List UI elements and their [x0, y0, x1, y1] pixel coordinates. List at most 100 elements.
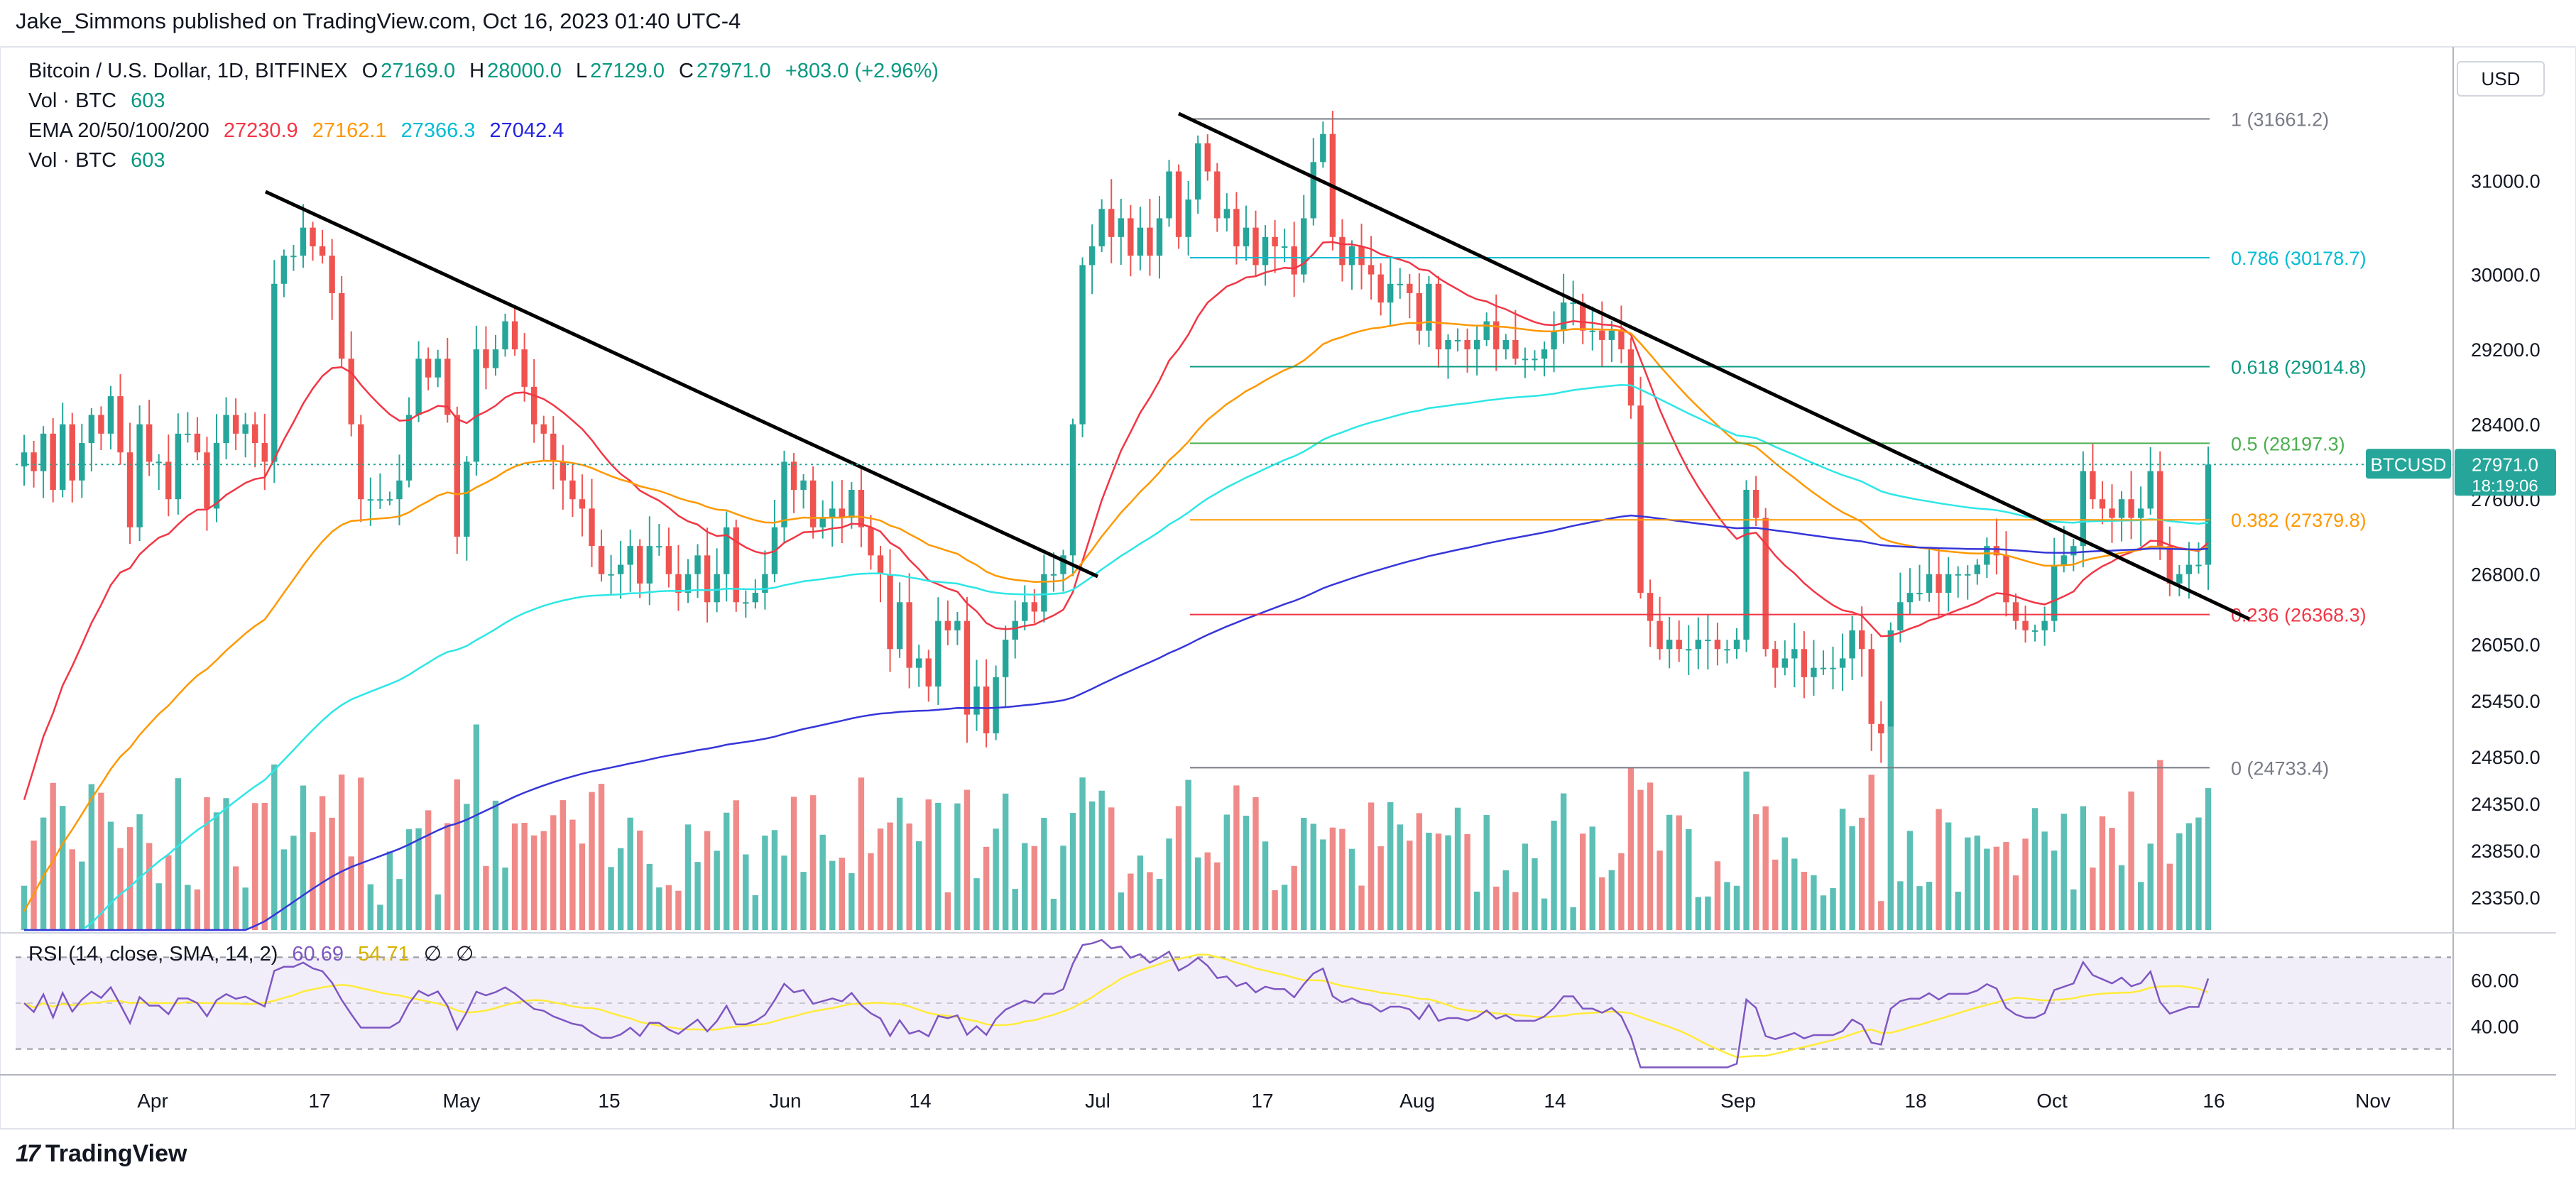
volume2-label: Vol · BTC: [28, 149, 117, 172]
candle-body: [1570, 302, 1576, 305]
candle: [2195, 542, 2202, 574]
candle: [1724, 640, 1730, 664]
volume-bar: [617, 848, 624, 930]
candle-body: [627, 546, 633, 565]
candle: [329, 239, 335, 320]
candle-body: [1532, 359, 1538, 361]
volume-bar: [1560, 793, 1567, 930]
candle: [1820, 650, 1827, 675]
candle-body: [1714, 640, 1721, 650]
volume-bar: [2003, 842, 2009, 930]
volume-bar: [261, 802, 268, 930]
symbol-title[interactable]: Bitcoin / U.S. Dollar, 1D, BITFINEX: [28, 60, 348, 82]
candle-body: [126, 452, 133, 527]
volume-bar: [1204, 852, 1211, 930]
candle: [1839, 633, 1846, 691]
candle-body: [300, 227, 307, 256]
fib-level-label: 0.618 (29014.8): [2231, 357, 2367, 378]
candle: [656, 524, 662, 556]
candle: [790, 453, 797, 513]
candle-body: [213, 443, 220, 509]
candle: [2090, 443, 2096, 509]
candle-body: [1541, 349, 1548, 359]
tradingview-footer[interactable]: 17 TradingView: [16, 1140, 187, 1168]
volume-bar: [1358, 885, 1365, 930]
volume-bar: [50, 782, 56, 930]
candle: [511, 308, 518, 356]
volume-legend-row[interactable]: Vol · BTC 603: [28, 89, 174, 113]
volume-bar: [598, 784, 605, 930]
candle-body: [550, 433, 557, 462]
candle-body: [2031, 630, 2039, 632]
candle-body: [1088, 246, 1096, 266]
candle-body: [684, 574, 692, 594]
ema-legend-row[interactable]: EMA 20/50/100/200 27230.9 27162.1 27366.…: [28, 119, 572, 143]
fib-level-label: 0.786 (30178.7): [2231, 248, 2367, 269]
candle: [300, 204, 307, 268]
volume2-legend-row[interactable]: Vol · BTC 603: [28, 149, 174, 173]
candle: [280, 249, 288, 297]
volume-bar: [1926, 882, 1933, 930]
candle: [1204, 134, 1211, 181]
volume2-value: 603: [131, 149, 165, 172]
candle: [1878, 701, 1884, 763]
candle: [714, 548, 720, 613]
candle-body: [1214, 171, 1221, 219]
time-tick-label: Aug: [1399, 1090, 1435, 1112]
candle: [1022, 585, 1028, 630]
candle-body: [829, 508, 836, 518]
price-badge[interactable]: BTCUSD 27971.018:19:06: [2366, 449, 2556, 496]
rsi-legend-row[interactable]: RSI (14, close, SMA, 14, 2) 60.69 54.71 …: [28, 941, 482, 966]
candle-body: [175, 433, 182, 500]
candle-body: [223, 415, 229, 444]
volume-bar: [40, 817, 47, 930]
volume-bar: [684, 824, 692, 930]
candle: [367, 477, 374, 526]
candle: [1291, 221, 1297, 297]
candle-body: [435, 359, 441, 378]
candle: [848, 482, 855, 529]
candle: [762, 550, 768, 610]
candle: [2157, 451, 2163, 560]
time-tick-label: 18: [1904, 1090, 1926, 1112]
candle: [1686, 625, 1692, 675]
candle: [1493, 294, 1500, 371]
price-tick-label: 28400.0: [2471, 415, 2540, 436]
candle-body: [608, 574, 614, 576]
currency-button[interactable]: USD: [2457, 61, 2545, 97]
candle-body: [1291, 246, 1297, 275]
candle-body: [1686, 649, 1692, 651]
candle-body: [1965, 574, 1971, 576]
volume-bar: [1118, 892, 1124, 930]
volume-bar: [1069, 813, 1076, 930]
volume-bar: [1984, 848, 1990, 930]
candle: [694, 544, 701, 598]
candle-body: [935, 620, 942, 687]
candle: [435, 349, 441, 388]
volume-bar: [386, 851, 393, 930]
candle: [771, 499, 778, 583]
volume-bar: [300, 785, 307, 930]
volume-bar: [1108, 807, 1115, 930]
volume-bar: [194, 889, 201, 930]
volume-bar: [1608, 870, 1615, 930]
volume-bar: [1666, 814, 1673, 930]
candle-body: [1733, 640, 1740, 650]
candle: [1714, 623, 1721, 666]
trendline-1: [264, 190, 1099, 579]
candle: [1512, 310, 1519, 365]
close-value: 27971.0: [696, 60, 771, 82]
candle: [1156, 196, 1163, 279]
candle: [1772, 641, 1779, 688]
candle-body: [1079, 265, 1086, 425]
volume-bar: [1416, 813, 1423, 930]
volume-bar: [2090, 868, 2096, 930]
volume-bar: [117, 848, 124, 930]
candle: [1733, 628, 1740, 659]
candle-body: [2051, 564, 2058, 621]
candle: [1762, 508, 1769, 657]
candle-body: [204, 452, 210, 509]
candle: [194, 417, 201, 461]
time-tick-label: Sep: [1720, 1090, 1756, 1112]
